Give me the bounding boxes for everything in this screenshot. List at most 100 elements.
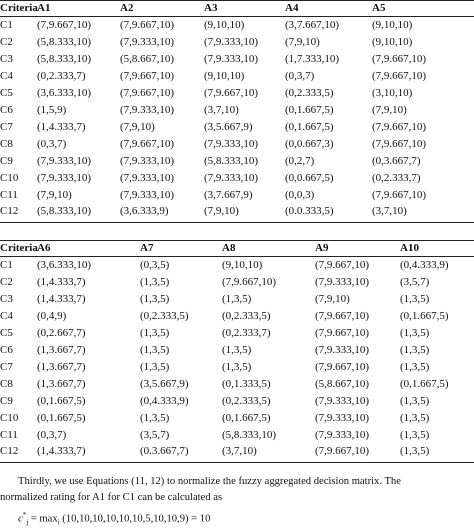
table-cell: (5,8.333,10) — [222, 428, 277, 441]
table-rule — [0, 16, 474, 17]
table-cell: (7,9.333,10) — [120, 103, 175, 116]
table-cell: (7,9.333,10) — [120, 35, 175, 48]
table-cell: (5,8.333,10) — [37, 205, 92, 218]
table-cell: C3 — [0, 292, 13, 305]
table-cell: (0,2.333,5) — [285, 86, 334, 99]
table-cell: (5,8.333,10) — [204, 154, 259, 167]
table-cell: (0,3.667,7) — [372, 154, 421, 167]
table-cell: C4 — [0, 309, 13, 322]
table-cell: (7,9.667,10) — [315, 360, 370, 373]
table-cell: (7,9.667,10) — [204, 86, 259, 99]
table-cell: (0.3.667,7) — [140, 445, 189, 458]
table-cell: C6 — [0, 103, 13, 116]
table-cell: (0,4.333,9) — [140, 394, 189, 407]
header-cell: A8 — [222, 242, 236, 254]
table-cell: (7,9.333,10) — [315, 411, 370, 424]
table-cell: (3,10,10) — [372, 86, 413, 99]
table-cell: (3,6.333,9) — [120, 205, 169, 218]
table-cell: (7,9.333,10) — [315, 275, 370, 288]
header-cell: A10 — [400, 242, 419, 254]
table-cell: (3,7,10) — [222, 445, 257, 458]
table-cell: (0,4.333,9) — [400, 259, 449, 271]
table-cell: (1,4.333,7) — [37, 445, 86, 458]
table-cell: (9,10,10) — [204, 19, 245, 31]
table-cell: C10 — [0, 411, 19, 424]
table-rule — [0, 256, 474, 257]
table-cell: (1,3,5) — [140, 292, 170, 305]
table-cell: C5 — [0, 326, 13, 339]
table-cell: (7,9,10) — [285, 35, 320, 48]
table-cell: (7,9.333,10) — [204, 171, 259, 184]
formula-expr: (10,10,10,10,10,10,5,10,10,9) = 10 — [62, 513, 211, 525]
table-cell: (7,9,10) — [120, 120, 155, 133]
table-cell: (7,9.667,10) — [372, 69, 427, 82]
table-cell: (0,0,3) — [285, 188, 315, 201]
table-cell: (0,2.333,5) — [222, 309, 271, 322]
table-cell: (1,3,5) — [400, 445, 430, 458]
table-cell: (7,9.333,10) — [315, 343, 370, 356]
table-cell: (1,7.333,10) — [285, 52, 340, 65]
header-cell: Criteria — [0, 242, 38, 254]
table-cell: (7,9,10) — [204, 205, 239, 218]
table-cell: (3,5.667,9) — [204, 120, 253, 133]
table-cell: (7,9.333,10) — [204, 137, 259, 150]
table-rule — [0, 462, 474, 464]
table-cell: (1,4.333,7) — [37, 120, 86, 133]
table-cell: (7,9.667,10) — [315, 309, 370, 322]
table-cell: (1,3,5) — [400, 343, 430, 356]
table-cell: (7,9.667,10) — [120, 86, 175, 99]
table-cell: (0,1.667,5) — [400, 377, 449, 390]
table-cell: (7,9.333,10) — [315, 428, 370, 441]
table-cell: (5,8.667,10) — [120, 52, 175, 65]
table-cell: (1,3.667,7) — [37, 343, 86, 356]
table-cell: (7,9.333,10) — [120, 188, 175, 201]
header-cell: A7 — [140, 242, 154, 254]
table-cell: (7,9.667,10) — [372, 137, 427, 150]
table-cell: (1,3,5) — [140, 343, 170, 356]
table-cell: (7,9.667,10) — [372, 188, 427, 201]
table-cell: (7,9.667,10) — [315, 326, 370, 339]
table-cell: (9,10,10) — [204, 69, 245, 82]
table-cell: (1,3,5) — [400, 326, 430, 339]
header-cell: A2 — [120, 2, 134, 14]
table-cell: (1,3,5) — [400, 394, 430, 407]
table-cell: (3,7,10) — [204, 103, 239, 116]
table-cell: C11 — [0, 188, 18, 201]
table-cell: (7,9.333,10) — [37, 154, 92, 167]
table-cell: C12 — [0, 205, 19, 218]
table-cell: (0,2.333,7) — [372, 171, 421, 184]
formula-op: = max — [30, 513, 58, 525]
table-cell: (7,9.667,10) — [37, 19, 92, 31]
table-cell: (7,9.667,10) — [372, 52, 427, 65]
table-cell: (1,3,5) — [222, 343, 252, 356]
formula-sup: * — [22, 511, 27, 519]
table-cell: (0,1.667,5) — [222, 411, 271, 424]
table-cell: (7,9.333,10) — [120, 171, 175, 184]
table-cell: (9,10,10) — [372, 35, 413, 48]
table-cell: C8 — [0, 137, 13, 150]
header-cell: A6 — [37, 242, 51, 254]
table-cell: (1,3,5) — [140, 411, 170, 424]
table-cell: (1,3.667,7) — [37, 360, 86, 373]
table-cell: C9 — [0, 154, 13, 167]
table-cell: C11 — [0, 428, 18, 441]
table-cell: (7,9,10) — [315, 292, 350, 305]
table-cell: (1,3,5) — [400, 428, 430, 441]
formula-op-sub: i — [57, 518, 60, 527]
table-cell: (0,2.333,5) — [222, 394, 271, 407]
header-cell: Criteria — [0, 2, 38, 14]
table-cell: (0,2.333,5) — [140, 309, 189, 322]
header-cell: A5 — [372, 2, 386, 14]
formula-symbol: c — [18, 513, 23, 525]
table-cell: (7,9.667,10) — [315, 445, 370, 458]
table-cell: (0,1.667,5) — [37, 394, 86, 407]
table-cell: (5,8.333,10) — [37, 52, 92, 65]
table-cell: C2 — [0, 275, 13, 288]
table-cell: C12 — [0, 445, 19, 458]
table-cell: (0,1.667,5) — [37, 411, 86, 424]
header-cell: A4 — [285, 2, 299, 14]
table-cell: (7,9.333,10) — [204, 52, 259, 65]
table-cell: C9 — [0, 394, 13, 407]
table-cell: (0,1.333,5) — [222, 377, 271, 390]
